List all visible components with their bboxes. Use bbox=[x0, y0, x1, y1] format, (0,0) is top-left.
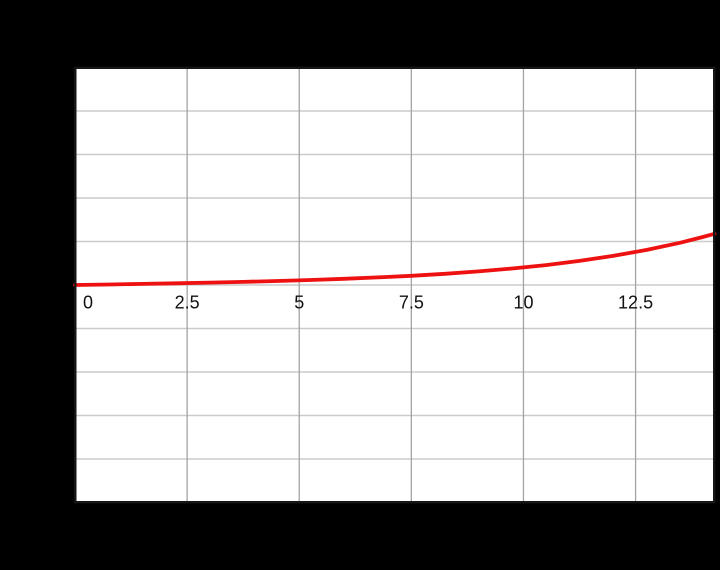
x-tick-label: 7.5 bbox=[399, 293, 424, 313]
data-curve bbox=[73, 231, 717, 287]
x-tick-label: 10 bbox=[513, 293, 533, 313]
x-tick-label: 5 bbox=[294, 293, 304, 313]
x-tick-label: 2.5 bbox=[175, 293, 200, 313]
x-tick-label: 0 bbox=[83, 293, 93, 313]
plot-border bbox=[74, 66, 716, 504]
x-tick-label: 12.5 bbox=[618, 293, 653, 313]
